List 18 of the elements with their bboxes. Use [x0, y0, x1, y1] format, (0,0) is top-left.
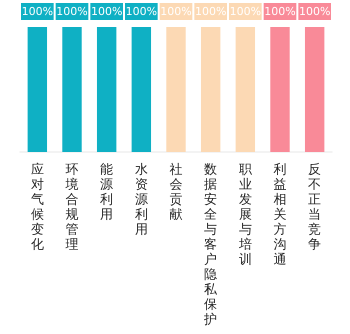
category-label: 数据安全与客户隐私保护: [204, 162, 218, 328]
data-label: 100%: [264, 4, 296, 18]
x-tick-label: 环境合规管理: [64, 162, 78, 252]
data-label: 100%: [126, 4, 158, 18]
x-tick-label: 职业发展与培训: [238, 162, 252, 268]
x-tick-label: 社会贡献: [170, 162, 182, 222]
data-label: 100%: [194, 4, 226, 18]
data-label: 100%: [298, 4, 330, 18]
x-tick-label: 水资源利用: [134, 162, 148, 238]
data-label: 100%: [90, 4, 122, 18]
data-label: 100%: [160, 4, 192, 18]
data-label: 100%: [22, 4, 54, 18]
x-tick-label: 利益相关方沟通: [274, 162, 286, 268]
x-tick-label: 反不正当竞争: [308, 162, 322, 252]
x-tick-label: 应对气候变化: [30, 161, 44, 252]
data-label: 100%: [56, 4, 88, 18]
data-label: 100%: [230, 4, 262, 18]
x-tick-label: 能源利用: [100, 162, 114, 222]
